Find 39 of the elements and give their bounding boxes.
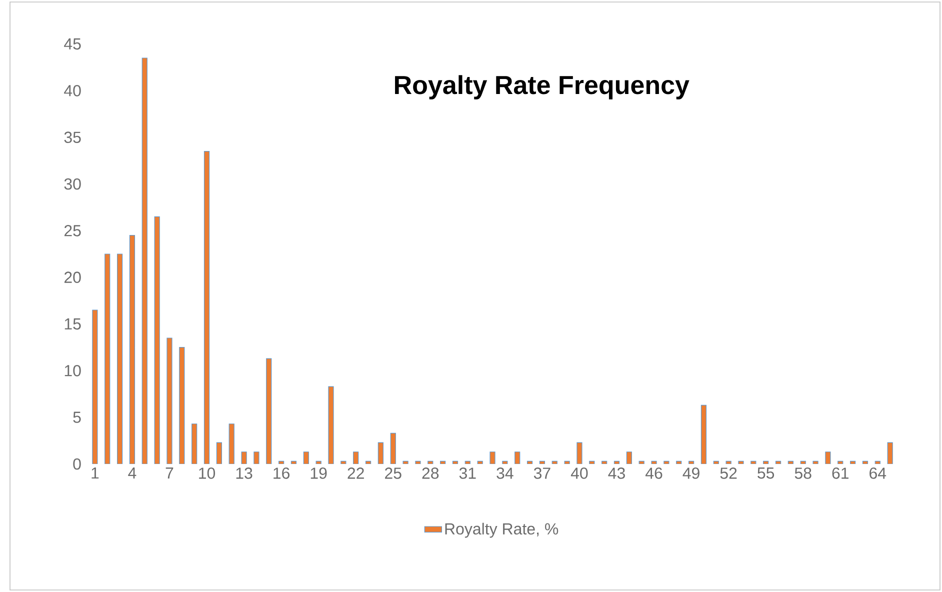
x-tick-label: 61 (832, 468, 848, 479)
x-tick-label: 7 (166, 468, 174, 479)
x-tick-label: 55 (758, 468, 774, 479)
x-tick-label: 52 (720, 468, 737, 479)
bar (204, 151, 210, 464)
x-tick-label: 37 (534, 468, 550, 479)
y-tick-label: 30 (64, 178, 81, 190)
x-tick-label: 46 (645, 468, 662, 479)
x-tick-label: 1 (92, 468, 99, 479)
x-tick-label: 19 (310, 468, 327, 479)
x-tick-label: 25 (385, 468, 402, 479)
y-tick-label: 20 (64, 272, 81, 283)
y-tick-label: 15 (64, 318, 81, 330)
x-tick-label: 43 (608, 468, 625, 479)
x-tick-label: 34 (496, 468, 514, 479)
text: Royalty Rate Frequency (395, 75, 690, 100)
x-tick-label: 16 (274, 468, 290, 479)
y-tick-label: 45 (64, 38, 81, 50)
y-tick-label: 0 (73, 458, 81, 470)
x-tick-label: 58 (794, 468, 812, 479)
bar (142, 58, 148, 464)
bar (104, 254, 110, 464)
bar (116, 254, 123, 464)
y-tick-label: 5 (73, 412, 81, 423)
y-tick-label: 10 (64, 365, 81, 376)
x-tick-label: 28 (422, 468, 439, 479)
x-tick-label: 22 (348, 468, 364, 479)
x-tick-label: 64 (870, 468, 886, 479)
x-tick-label: 31 (459, 468, 476, 479)
y-tick-label: 40 (64, 85, 81, 96)
x-tick-label: 13 (236, 468, 252, 479)
y-tick-label: 25 (64, 225, 81, 236)
y-tick-label: 35 (64, 132, 81, 143)
x-tick-label: 40 (570, 468, 588, 479)
bar (129, 235, 136, 464)
x-tick-label: 10 (199, 468, 216, 479)
x-tick-label: 49 (682, 468, 700, 479)
x-tick-label: 4 (128, 468, 136, 479)
legend-label: Royalty Rate, % (445, 522, 558, 538)
